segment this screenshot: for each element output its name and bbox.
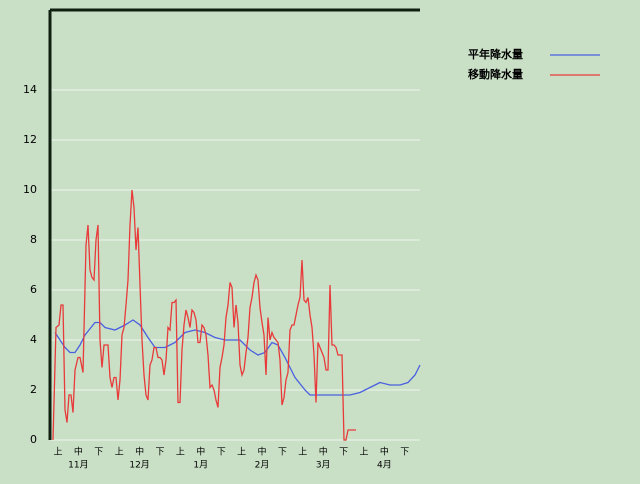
month-label: 11月 — [68, 460, 88, 471]
y-tick-label: 14 — [23, 83, 37, 96]
x-tick-label: 上 — [237, 447, 246, 458]
x-tick-label: 下 — [94, 448, 103, 458]
x-tick-label: 上 — [115, 447, 124, 458]
legend-label: 平年降水量 — [468, 47, 523, 61]
y-tick-label: 4 — [30, 333, 37, 346]
x-tick-label: 下 — [339, 448, 348, 458]
y-tick-label: 10 — [23, 183, 37, 196]
y-tick-label: 12 — [23, 133, 37, 146]
x-tick-label: 中 — [196, 446, 205, 458]
x-tick-label: 下 — [155, 448, 164, 458]
x-tick-label: 中 — [74, 446, 83, 458]
month-label: 12月 — [129, 460, 149, 471]
x-tick-label: 中 — [319, 446, 328, 458]
x-tick-label: 上 — [53, 447, 62, 458]
month-label: 3月 — [316, 460, 331, 471]
y-tick-label: 2 — [30, 383, 37, 396]
y-tick-label: 0 — [30, 433, 37, 446]
month-label: 1月 — [193, 460, 208, 471]
series-line — [52, 189, 356, 441]
x-tick-label: 下 — [400, 448, 409, 458]
x-tick-label: 上 — [176, 447, 185, 458]
x-tick-label: 下 — [217, 448, 226, 458]
legend-label: 移動降水量 — [468, 67, 523, 81]
y-tick-label: 6 — [30, 283, 37, 296]
series-line — [54, 319, 421, 396]
x-tick-label: 中 — [135, 446, 144, 458]
y-tick-label: 8 — [30, 233, 37, 246]
x-tick-label: 上 — [359, 447, 368, 458]
month-label: 4月 — [377, 460, 392, 471]
x-tick-label: 中 — [380, 446, 389, 458]
x-tick-label: 中 — [257, 446, 266, 458]
x-tick-label: 下 — [278, 448, 287, 458]
month-label: 2月 — [255, 460, 270, 471]
x-tick-label: 上 — [298, 447, 307, 458]
